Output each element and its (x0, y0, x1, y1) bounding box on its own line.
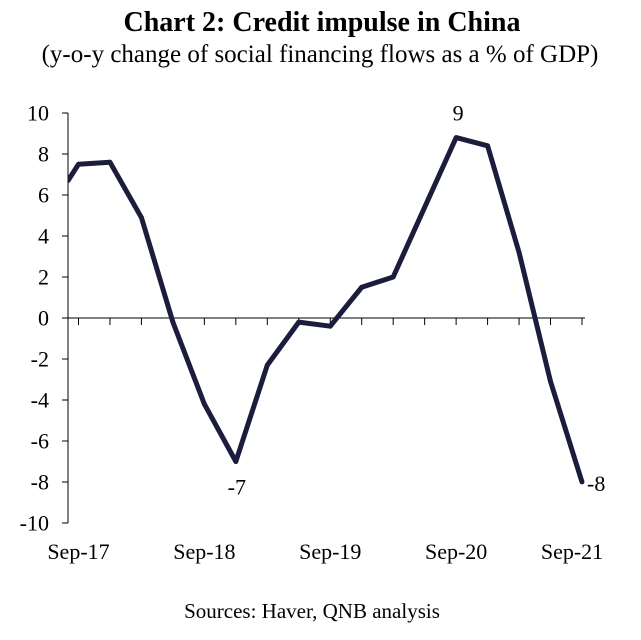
y-axis-ticks: 10 8 6 4 2 0 -2 -4 -6 -8 -10 (20, 101, 68, 536)
data-label: -7 (228, 475, 246, 500)
y-tick-label: -2 (31, 347, 49, 372)
source-note: Sources: Haver, QNB analysis (184, 599, 440, 623)
y-tick-label: -6 (31, 429, 49, 454)
y-tick-label: 0 (38, 306, 49, 331)
x-axis-ticks: Sep-17 Sep-18 Sep-19 Sep-20 Sep-21 (47, 318, 603, 564)
series-group (68, 135, 585, 485)
y-tick-label: -10 (20, 511, 49, 536)
series-line (68, 135, 585, 483)
data-point (201, 401, 207, 407)
data-point (68, 178, 71, 184)
axes (67, 113, 585, 523)
data-label: 9 (453, 101, 464, 126)
data-point (107, 159, 113, 165)
x-tick-label: Sep-19 (299, 539, 361, 564)
y-tick-label: 6 (38, 183, 49, 208)
data-point (359, 284, 365, 290)
y-tick-label: 4 (38, 224, 49, 249)
y-tick-label: -4 (31, 388, 49, 413)
data-label: -8 (587, 471, 605, 496)
y-tick-label: 2 (38, 265, 49, 290)
data-point (170, 319, 176, 325)
chart-title: Chart 2: Credit impulse in China (124, 7, 521, 38)
y-tick-label: 8 (38, 142, 49, 167)
data-point (233, 459, 239, 464)
data-point (579, 479, 585, 485)
data-point (327, 323, 333, 329)
x-tick-label: Sep-18 (173, 539, 235, 564)
data-point (485, 143, 490, 149)
data-point (422, 204, 428, 210)
x-tick-label: Sep-20 (425, 539, 487, 564)
data-point (548, 379, 553, 384)
data-point (264, 362, 270, 368)
data-point (139, 215, 144, 220)
y-tick-label: 10 (27, 101, 49, 126)
data-point (76, 161, 81, 167)
data-point (453, 135, 459, 141)
x-tick-label: Sep-21 (541, 539, 603, 564)
x-tick-label: Sep-17 (47, 539, 109, 564)
data-point (390, 274, 396, 280)
data-point (516, 250, 522, 255)
data-labels: 9 -7 -8 (228, 101, 606, 500)
data-point (296, 319, 302, 325)
chart-subtitle: (y-o-y change of social financing flows … (42, 41, 599, 68)
y-tick-label: -8 (31, 470, 49, 495)
